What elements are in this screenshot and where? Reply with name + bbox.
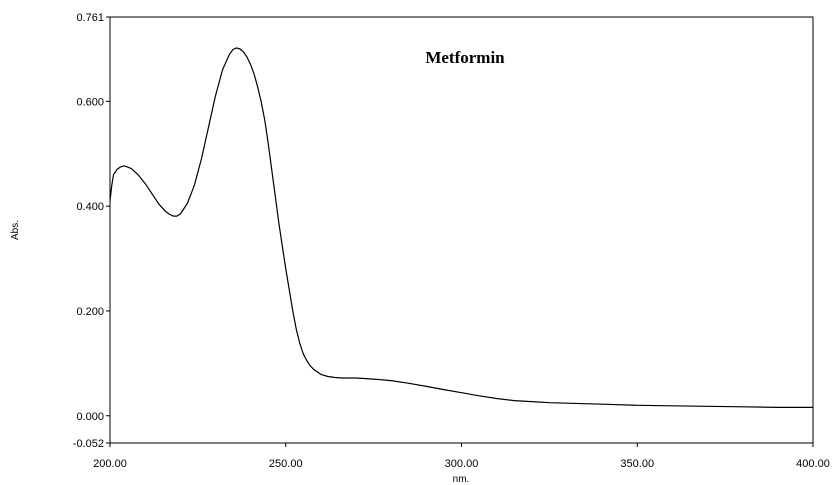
plot-frame — [109, 16, 814, 444]
x-tick-label: 300.00 — [445, 458, 479, 470]
y-tick-label: 0.761 — [76, 12, 104, 24]
y-tick-label: -0.052 — [73, 438, 104, 450]
y-tick-label: 0.200 — [76, 306, 104, 318]
x-tick-label: 200.00 — [93, 458, 127, 470]
y-tick-label: 0.400 — [76, 201, 104, 213]
absorbance-spectrum-line — [109, 47, 813, 408]
y-axis-label: Abs. — [10, 220, 21, 240]
y-tick-label: 0.600 — [76, 96, 104, 108]
chart-title: Metformin — [425, 48, 505, 67]
x-tick-label: 250.00 — [269, 458, 303, 470]
x-tick-label: 350.00 — [620, 458, 654, 470]
x-tick-label: 400.00 — [796, 458, 830, 470]
x-axis-label: nm. — [453, 474, 470, 485]
y-tick-label: 0.000 — [76, 411, 104, 423]
